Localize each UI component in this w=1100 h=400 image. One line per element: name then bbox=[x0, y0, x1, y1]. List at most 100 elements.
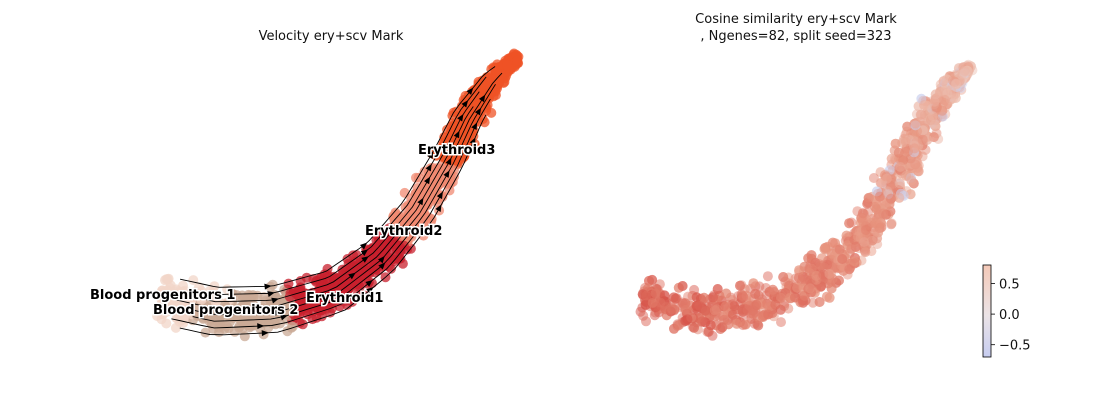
streamline-arrowhead bbox=[264, 283, 272, 290]
cell-point bbox=[819, 244, 830, 254]
cell-point bbox=[699, 292, 709, 303]
cell-point bbox=[204, 316, 215, 326]
velocity-plot-panel: Velocity ery+scv Mark Blood progenitors … bbox=[89, 29, 524, 342]
cell-point bbox=[747, 305, 758, 316]
cell-point bbox=[243, 293, 254, 303]
cell-point bbox=[909, 143, 920, 154]
streamline-arrowhead bbox=[474, 107, 482, 116]
cell-point bbox=[668, 292, 679, 303]
cell-point bbox=[325, 307, 336, 318]
cell-point bbox=[881, 173, 892, 184]
cell-point bbox=[647, 297, 658, 308]
cell-point bbox=[940, 95, 950, 105]
cluster-label-blood-progenitors-2: Blood progenitors 2 bbox=[153, 303, 298, 318]
cell-point bbox=[750, 288, 761, 299]
cluster-label-erythroid3: Erythroid3 bbox=[418, 143, 495, 158]
streamline bbox=[175, 106, 474, 309]
cell-point bbox=[638, 310, 649, 321]
cell-point bbox=[680, 304, 691, 315]
streamline-arrowhead bbox=[417, 197, 424, 206]
cell-point bbox=[872, 233, 883, 244]
cell-point bbox=[927, 111, 938, 122]
cosine-scatter-points bbox=[635, 59, 978, 341]
cell-point bbox=[157, 287, 167, 298]
colorbar-tick-label: −0.5 bbox=[999, 339, 1031, 354]
cell-point bbox=[720, 301, 731, 312]
cell-point bbox=[705, 320, 716, 331]
cell-point bbox=[740, 319, 751, 330]
streamline-arrowhead bbox=[273, 310, 282, 316]
cell-point bbox=[806, 253, 817, 264]
cell-point bbox=[938, 76, 949, 87]
colorbar-tick-label: 0.5 bbox=[999, 277, 1020, 292]
cell-point bbox=[753, 320, 764, 331]
cell-point bbox=[156, 302, 167, 313]
cell-point bbox=[895, 162, 906, 172]
streamline-arrowhead bbox=[466, 87, 474, 95]
cell-point bbox=[273, 302, 284, 313]
cell-point bbox=[328, 279, 339, 289]
cell-point bbox=[894, 192, 905, 203]
streamline-arrowhead bbox=[469, 137, 476, 145]
cell-point bbox=[689, 322, 699, 333]
cell-point bbox=[694, 300, 705, 311]
velocity-streamlines bbox=[171, 66, 503, 337]
cosine-plot-title-line-1: Cosine similarity ery+scv Mark bbox=[695, 12, 897, 27]
cell-point bbox=[856, 212, 867, 223]
streamline bbox=[179, 114, 487, 336]
cell-point bbox=[874, 191, 885, 202]
cluster-label-blood-progenitors-1: Blood progenitors 1 bbox=[90, 288, 235, 303]
cell-point bbox=[890, 138, 901, 149]
cell-point bbox=[844, 264, 855, 275]
streamline bbox=[196, 91, 480, 303]
cell-point bbox=[748, 278, 759, 289]
colorbar-gradient bbox=[982, 264, 992, 358]
cell-point bbox=[806, 263, 817, 274]
streamline-arrowhead bbox=[348, 272, 356, 280]
cell-point bbox=[770, 299, 781, 310]
cell-point bbox=[929, 96, 940, 107]
cell-point bbox=[239, 331, 250, 342]
streamline-arrowhead bbox=[435, 204, 442, 212]
cell-point bbox=[951, 78, 961, 89]
cell-point bbox=[403, 211, 414, 222]
cell-point bbox=[259, 292, 270, 303]
cell-point bbox=[894, 178, 905, 189]
velocity-plot-title: Velocity ery+scv Mark bbox=[259, 29, 404, 44]
cell-point bbox=[878, 208, 889, 219]
streamline-arrowhead bbox=[457, 113, 464, 122]
cell-point bbox=[236, 316, 247, 327]
colorbar-tick-label: 0.0 bbox=[999, 308, 1020, 323]
cell-point bbox=[641, 290, 652, 301]
cell-point bbox=[844, 218, 855, 229]
cell-point bbox=[937, 105, 948, 116]
cell-point bbox=[502, 60, 512, 71]
cell-point bbox=[226, 308, 237, 319]
cell-point bbox=[691, 292, 702, 303]
cell-point bbox=[763, 309, 774, 320]
cell-point bbox=[287, 321, 298, 332]
cell-point bbox=[259, 303, 270, 314]
cell-point bbox=[910, 159, 921, 170]
cell-point bbox=[792, 282, 803, 293]
cell-point bbox=[411, 172, 421, 183]
streamline-arrowhead bbox=[436, 191, 443, 200]
cell-point bbox=[805, 283, 816, 294]
streamline-arrowhead bbox=[361, 256, 369, 263]
cell-point bbox=[721, 288, 732, 299]
cell-point bbox=[873, 220, 884, 231]
cell-point bbox=[731, 318, 742, 329]
streamline-arrowhead bbox=[471, 122, 478, 131]
cell-point bbox=[735, 280, 745, 291]
cell-point bbox=[848, 256, 859, 267]
cell-point bbox=[737, 290, 748, 301]
cell-point bbox=[762, 271, 773, 282]
cell-point bbox=[712, 284, 723, 294]
cell-point bbox=[729, 301, 740, 312]
cell-point bbox=[265, 281, 276, 292]
cell-point bbox=[767, 284, 778, 295]
streamline-arrowhead bbox=[252, 304, 260, 311]
streamline-arrowhead bbox=[445, 157, 452, 166]
cell-point bbox=[301, 272, 312, 283]
streamline-arrowhead bbox=[267, 291, 275, 298]
